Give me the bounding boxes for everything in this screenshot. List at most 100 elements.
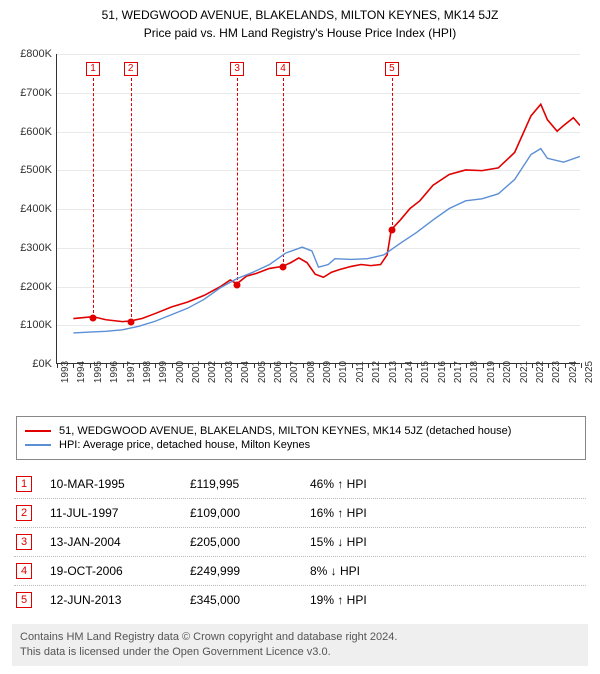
x-tick-label: 2008 <box>306 361 317 383</box>
event-price: £109,000 <box>190 506 310 520</box>
legend-row: HPI: Average price, detached house, Milt… <box>25 439 577 451</box>
event-marker-4: 4 <box>16 563 32 579</box>
series-hpi <box>73 149 580 333</box>
y-tick-label: £400K <box>10 203 52 215</box>
event-delta: 19% ↑ HPI <box>310 593 420 607</box>
x-tick-label: 2019 <box>486 361 497 383</box>
legend-row: 51, WEDGWOOD AVENUE, BLAKELANDS, MILTON … <box>25 425 577 437</box>
event-date: 12-JUN-2013 <box>50 593 190 607</box>
event-marker-5: 5 <box>16 592 32 608</box>
x-tick <box>106 363 107 368</box>
x-tick-label: 2001 <box>191 361 202 383</box>
x-tick <box>123 363 124 368</box>
marker-box-4: 4 <box>276 62 290 76</box>
x-tick <box>155 363 156 368</box>
legend-swatch <box>25 430 51 432</box>
x-tick <box>548 363 549 368</box>
x-tick-label: 2024 <box>568 361 579 383</box>
x-tick-label: 2012 <box>371 361 382 383</box>
x-tick-label: 2018 <box>469 361 480 383</box>
x-tick-label: 2004 <box>240 361 251 383</box>
event-delta: 15% ↓ HPI <box>310 535 420 549</box>
event-delta: 46% ↑ HPI <box>310 477 420 491</box>
marker-box-5: 5 <box>385 62 399 76</box>
legend-label: HPI: Average price, detached house, Milt… <box>59 439 310 451</box>
x-tick-label: 2010 <box>338 361 349 383</box>
y-tick-label: £600K <box>10 126 52 138</box>
x-tick-label: 2021 <box>519 361 530 383</box>
event-date: 19-OCT-2006 <box>50 564 190 578</box>
footer-attribution: Contains HM Land Registry data © Crown c… <box>12 624 588 666</box>
legend-label: 51, WEDGWOOD AVENUE, BLAKELANDS, MILTON … <box>59 425 511 437</box>
x-tick-label: 2013 <box>388 361 399 383</box>
event-price: £345,000 <box>190 593 310 607</box>
x-tick <box>254 363 255 368</box>
event-row: 2 11-JUL-1997£109,00016% ↑ HPI <box>14 498 586 527</box>
x-tick-label: 1996 <box>109 361 120 383</box>
x-tick-label: 1999 <box>158 361 169 383</box>
y-tick-label: £500K <box>10 164 52 176</box>
event-price: £249,999 <box>190 564 310 578</box>
x-tick-label: 1994 <box>76 361 87 383</box>
event-row: 110-MAR-1995£119,99546% ↑ HPI <box>14 470 586 498</box>
x-tick <box>286 363 287 368</box>
x-tick <box>483 363 484 368</box>
x-tick <box>352 363 353 368</box>
x-tick <box>139 363 140 368</box>
events-table: 110-MAR-1995£119,99546% ↑ HPI 2 11-JUL-199… <box>14 470 586 614</box>
x-tick <box>499 363 500 368</box>
x-tick <box>581 363 582 368</box>
x-tick <box>466 363 467 368</box>
legend: 51, WEDGWOOD AVENUE, BLAKELANDS, MILTON … <box>16 416 586 460</box>
marker-dot-2 <box>127 318 134 325</box>
event-row: 5 12-JUN-2013£345,00019% ↑ HPI <box>14 585 586 614</box>
event-date: 11-JUL-1997 <box>50 506 190 520</box>
x-tick-label: 1995 <box>93 361 104 383</box>
marker-dot-4 <box>279 264 286 271</box>
x-tick <box>385 363 386 368</box>
x-tick <box>434 363 435 368</box>
x-tick <box>221 363 222 368</box>
legend-swatch <box>25 444 51 446</box>
y-tick-label: £100K <box>10 319 52 331</box>
x-tick <box>237 363 238 368</box>
x-tick-label: 2002 <box>207 361 218 383</box>
x-tick-label: 2003 <box>224 361 235 383</box>
x-tick-label: 2000 <box>175 361 186 383</box>
x-tick <box>57 363 58 368</box>
x-tick-label: 2015 <box>420 361 431 383</box>
x-tick <box>450 363 451 368</box>
chart-area: £0K£100K£200K£300K£400K£500K£600K£700K£8… <box>10 48 590 408</box>
event-price: £205,000 <box>190 535 310 549</box>
event-price: £119,995 <box>190 477 310 491</box>
x-tick <box>204 363 205 368</box>
event-date: 13-JAN-2004 <box>50 535 190 549</box>
y-tick-label: £200K <box>10 281 52 293</box>
x-tick <box>270 363 271 368</box>
marker-box-2: 2 <box>124 62 138 76</box>
x-tick-label: 2005 <box>257 361 268 383</box>
chart-subtitle: Price paid vs. HM Land Registry's House … <box>10 26 590 40</box>
x-tick-label: 1993 <box>60 361 71 383</box>
x-tick <box>401 363 402 368</box>
event-marker-2: 2 <box>16 505 32 521</box>
x-tick-label: 2011 <box>355 361 366 383</box>
x-tick <box>565 363 566 368</box>
marker-box-3: 3 <box>230 62 244 76</box>
x-tick <box>90 363 91 368</box>
marker-box-1: 1 <box>86 62 100 76</box>
x-tick-label: 2014 <box>404 361 415 383</box>
x-tick-label: 1998 <box>142 361 153 383</box>
event-row: 313-JAN-2004£205,00015% ↓ HPI <box>14 527 586 556</box>
x-tick <box>303 363 304 368</box>
x-tick <box>516 363 517 368</box>
x-tick-label: 2006 <box>273 361 284 383</box>
y-tick-label: £300K <box>10 242 52 254</box>
x-tick <box>188 363 189 368</box>
x-tick <box>73 363 74 368</box>
event-delta: 8% ↓ HPI <box>310 564 420 578</box>
marker-dot-5 <box>388 227 395 234</box>
y-tick-label: £700K <box>10 87 52 99</box>
series-property <box>73 104 580 321</box>
event-delta: 16% ↑ HPI <box>310 506 420 520</box>
